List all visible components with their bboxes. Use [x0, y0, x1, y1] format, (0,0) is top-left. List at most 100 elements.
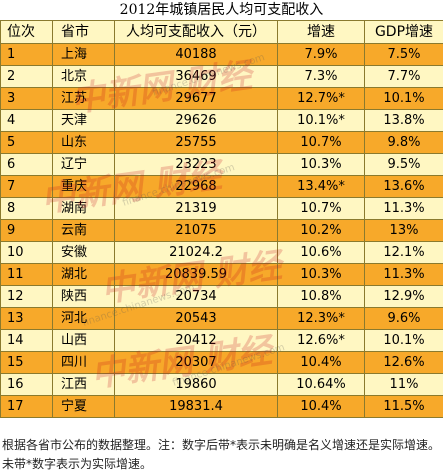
cell-income: 40188 — [114, 43, 278, 66]
cell-rank: 14 — [0, 329, 53, 352]
cell-province: 北京 — [52, 65, 115, 88]
cell-income: 20307 — [114, 351, 278, 374]
cell-province: 河北 — [52, 307, 115, 330]
cell-rank: 7 — [0, 175, 53, 198]
cell-income: 29677 — [114, 87, 278, 110]
cell-rank: 1 — [0, 43, 53, 66]
cell-province: 江西 — [52, 373, 115, 396]
cell-gdp: 13.6% — [364, 175, 443, 198]
table-row: 10 安徽 21024.2 10.6% 12.1% — [0, 241, 443, 264]
cell-income: 20543 — [114, 307, 278, 330]
cell-rank: 4 — [0, 109, 53, 132]
cell-rank: 2 — [0, 65, 53, 88]
cell-gdp: 13.8% — [364, 109, 443, 132]
cell-gdp: 7.7% — [364, 65, 443, 88]
cell-growth: 12.7%* — [277, 87, 365, 110]
cell-income: 21075 — [114, 219, 278, 242]
cell-province: 安徽 — [52, 241, 115, 264]
cell-gdp: 12.9% — [364, 285, 443, 308]
cell-income: 21024.2 — [114, 241, 278, 264]
cell-growth: 12.3%* — [277, 307, 365, 330]
table-row: 16 江西 19860 10.64% 11% — [0, 373, 443, 396]
cell-province: 云南 — [52, 219, 115, 242]
cell-rank: 6 — [0, 153, 53, 176]
cell-province: 湖北 — [52, 263, 115, 286]
table-row: 12 陕西 20734 10.8% 12.9% — [0, 285, 443, 308]
table-row: 3 江苏 29677 12.7%* 10.1% — [0, 87, 443, 110]
cell-growth: 7.9% — [277, 43, 365, 66]
cell-gdp: 7.5% — [364, 43, 443, 66]
header-income: 人均可支配收入（元） — [114, 20, 278, 44]
cell-gdp: 12.1% — [364, 241, 443, 264]
cell-province: 天津 — [52, 109, 115, 132]
table-row: 13 河北 20543 12.3%* 9.6% — [0, 307, 443, 330]
cell-growth: 10.4% — [277, 395, 365, 418]
cell-growth: 13.4%* — [277, 175, 365, 198]
table-row: 7 重庆 22968 13.4%* 13.6% — [0, 175, 443, 198]
cell-province: 陕西 — [52, 285, 115, 308]
income-table: 位次 省市 人均可支配收入（元） 增速 GDP增速 1 上海 40188 7.9% 7.… — [0, 20, 443, 418]
cell-income: 19860 — [114, 373, 278, 396]
cell-gdp: 13% — [364, 219, 443, 242]
cell-growth: 10.3% — [277, 263, 365, 286]
header-rank: 位次 — [0, 20, 53, 44]
cell-rank: 15 — [0, 351, 53, 374]
cell-rank: 3 — [0, 87, 53, 110]
cell-gdp: 11.5% — [364, 395, 443, 418]
cell-growth: 10.7% — [277, 131, 365, 154]
cell-gdp: 11.3% — [364, 263, 443, 286]
cell-income: 25755 — [114, 131, 278, 154]
cell-growth: 10.1%* — [277, 109, 365, 132]
footnote: 根据各省市公布的数据整理。注：数字后带*表示未明确是名义增速还是实际增速。未带*… — [2, 438, 441, 471]
table-row: 15 四川 20307 10.4% 12.6% — [0, 351, 443, 374]
table-row: 11 湖北 20839.59 10.3% 11.3% — [0, 263, 443, 286]
cell-growth: 7.3% — [277, 65, 365, 88]
cell-rank: 17 — [0, 395, 53, 418]
cell-income: 29626 — [114, 109, 278, 132]
cell-rank: 9 — [0, 219, 53, 242]
cell-gdp: 9.5% — [364, 153, 443, 176]
cell-gdp: 11% — [364, 373, 443, 396]
cell-growth: 10.4% — [277, 351, 365, 374]
table-row: 6 辽宁 23223 10.3% 9.5% — [0, 153, 443, 176]
cell-gdp: 11.3% — [364, 197, 443, 220]
cell-rank: 10 — [0, 241, 53, 264]
table-row: 1 上海 40188 7.9% 7.5% — [0, 43, 443, 66]
cell-gdp: 12.6% — [364, 351, 443, 374]
cell-growth: 10.3% — [277, 153, 365, 176]
cell-rank: 13 — [0, 307, 53, 330]
cell-province: 重庆 — [52, 175, 115, 198]
table-row: 2 北京 36469 7.3% 7.7% — [0, 65, 443, 88]
cell-province: 山东 — [52, 131, 115, 154]
cell-gdp: 10.1% — [364, 329, 443, 352]
cell-growth: 10.64% — [277, 373, 365, 396]
cell-income: 20412 — [114, 329, 278, 352]
cell-rank: 11 — [0, 263, 53, 286]
cell-growth: 10.6% — [277, 241, 365, 264]
header-gdp: GDP增速 — [364, 20, 443, 44]
table-row: 17 宁夏 19831.4 10.4% 11.5% — [0, 395, 443, 418]
table-row: 9 云南 21075 10.2% 13% — [0, 219, 443, 242]
cell-province: 江苏 — [52, 87, 115, 110]
cell-province: 四川 — [52, 351, 115, 374]
cell-income: 22968 — [114, 175, 278, 198]
cell-growth: 10.7% — [277, 197, 365, 220]
cell-income: 20734 — [114, 285, 278, 308]
cell-rank: 5 — [0, 131, 53, 154]
cell-province: 宁夏 — [52, 395, 115, 418]
table-title: 2012年城镇居民人均可支配收入 — [119, 2, 324, 18]
cell-rank: 12 — [0, 285, 53, 308]
cell-income: 36469 — [114, 65, 278, 88]
cell-income: 21319 — [114, 197, 278, 220]
cell-income: 20839.59 — [114, 263, 278, 286]
cell-growth: 10.2% — [277, 219, 365, 242]
cell-gdp: 10.1% — [364, 87, 443, 110]
cell-gdp: 9.6% — [364, 307, 443, 330]
table-row: 14 山西 20412 12.6%* 10.1% — [0, 329, 443, 352]
header-growth: 增速 — [277, 20, 365, 44]
cell-income: 23223 — [114, 153, 278, 176]
cell-gdp: 9.8% — [364, 131, 443, 154]
cell-income: 19831.4 — [114, 395, 278, 418]
cell-province: 山西 — [52, 329, 115, 352]
table-header-row: 位次 省市 人均可支配收入（元） 增速 GDP增速 — [0, 20, 443, 44]
